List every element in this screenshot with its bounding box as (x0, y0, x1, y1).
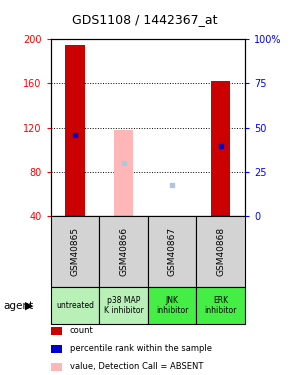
Text: GSM40868: GSM40868 (216, 226, 225, 276)
Text: percentile rank within the sample: percentile rank within the sample (70, 344, 212, 353)
Text: agent: agent (3, 301, 33, 310)
Text: untreated: untreated (56, 301, 94, 310)
Text: GDS1108 / 1442367_at: GDS1108 / 1442367_at (72, 13, 218, 26)
Bar (114, 130, 133, 216)
Text: JNK
inhibitor: JNK inhibitor (156, 296, 188, 315)
Text: value, Detection Call = ABSENT: value, Detection Call = ABSENT (70, 362, 203, 371)
Text: GSM40867: GSM40867 (168, 226, 177, 276)
Text: GSM40865: GSM40865 (70, 226, 79, 276)
Text: ▶: ▶ (25, 301, 33, 310)
Bar (211, 81, 231, 216)
Text: GSM40866: GSM40866 (119, 226, 128, 276)
Text: ERK
inhibitor: ERK inhibitor (204, 296, 237, 315)
Text: count: count (70, 326, 93, 335)
Bar (65, 45, 85, 216)
Text: p38 MAP
K inhibitor: p38 MAP K inhibitor (104, 296, 144, 315)
